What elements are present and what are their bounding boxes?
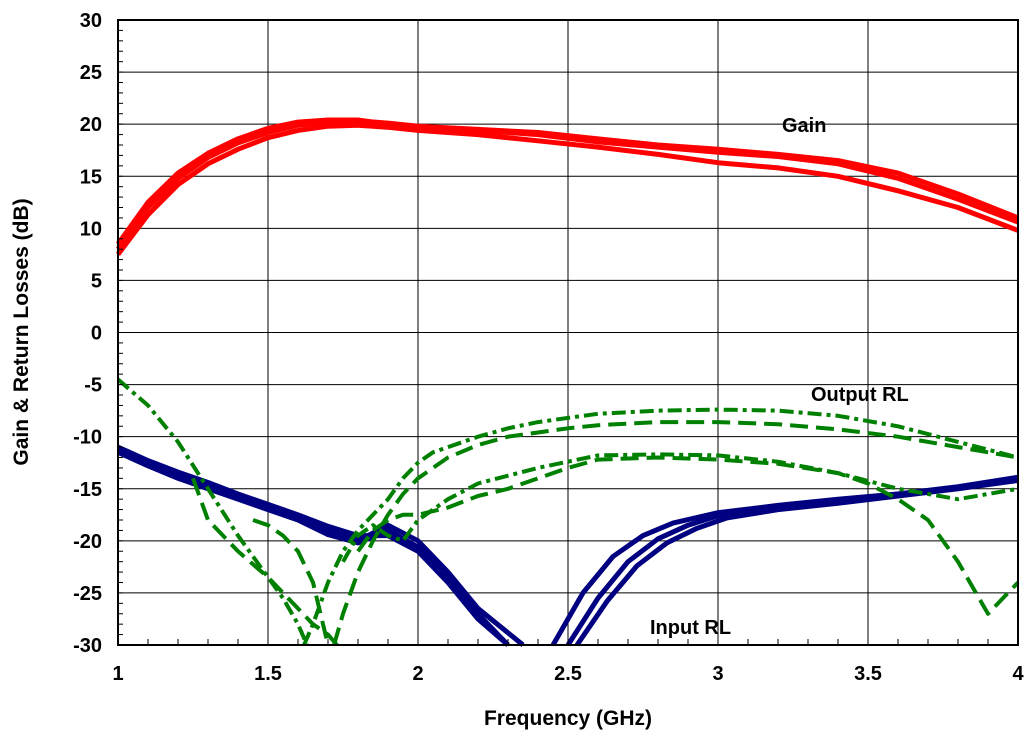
x-tick-label: 2 — [412, 663, 423, 685]
y-tick-labels: 30 25 20 15 10 5 0 -5 -10 -15 -20 -25 -30 — [73, 10, 102, 657]
y-axis-title: Gain & Return Losses (dB) — [10, 198, 33, 465]
x-tick-label: 1.5 — [254, 663, 282, 685]
annotation-input-rl: Input RL — [650, 617, 731, 639]
y-tick-label: 10 — [80, 218, 102, 240]
y-tick-label: 0 — [91, 323, 102, 345]
series-output-rl-line — [356, 455, 1020, 616]
x-tick-label: 3.5 — [854, 663, 882, 685]
x-tick-label: 3 — [712, 663, 723, 685]
y-tick-label: 25 — [80, 62, 102, 84]
series-input-rl-line — [116, 450, 510, 647]
series-output-rl-line — [116, 377, 309, 646]
y-tick-label: 20 — [80, 114, 102, 136]
series-gain-line — [115, 118, 1019, 251]
y-tick-label: 5 — [91, 270, 102, 292]
y-tick-label: -25 — [73, 583, 102, 605]
y-tick-label: 30 — [80, 10, 102, 32]
y-tick-label: -30 — [73, 635, 102, 657]
y-tick-label: 15 — [80, 166, 102, 188]
y-tick-label: -10 — [73, 427, 102, 449]
annotation-output-rl: Output RL — [811, 384, 909, 406]
annotation-gain: Gain — [782, 115, 826, 137]
x-axis-title: Frequency (GHz) — [484, 707, 652, 730]
x-tick-label: 1 — [112, 663, 123, 685]
y-tick-label: -15 — [73, 479, 102, 501]
y-tick-label: -20 — [73, 531, 102, 553]
x-tick-label: 2.5 — [554, 663, 582, 685]
series-input-rl-line — [116, 446, 525, 647]
series-input-rl-line — [116, 444, 510, 647]
series-output-rl-line — [302, 407, 1019, 646]
series-output-rl-line — [191, 477, 339, 647]
minor-ticks — [117, 19, 1019, 646]
series-output-rl-line — [252, 518, 330, 646]
series-output-rl-line — [332, 420, 1019, 646]
x-tick-label: 4 — [1012, 663, 1024, 685]
y-tick-label: -5 — [84, 375, 102, 397]
series-gain-line — [116, 122, 1019, 256]
series-output-rl-line — [341, 452, 1019, 563]
series-layer — [115, 117, 1020, 647]
x-tick-labels: 1 1.5 2 2.5 3 3.5 4 — [112, 663, 1024, 685]
